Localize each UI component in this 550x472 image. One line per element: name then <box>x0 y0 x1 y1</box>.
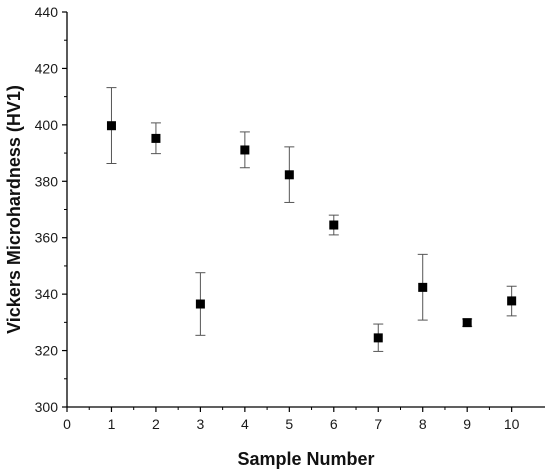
x-tick-label: 9 <box>463 416 471 432</box>
y-tick-label: 300 <box>35 399 59 415</box>
data-point <box>284 170 294 180</box>
x-axis-title: Sample Number <box>237 449 374 469</box>
x-tick-label: 4 <box>241 416 249 432</box>
data-marks <box>106 87 517 352</box>
x-tick-label: 6 <box>330 416 338 432</box>
x-tick-label: 2 <box>152 416 160 432</box>
data-point <box>329 220 339 230</box>
data-point <box>106 121 116 131</box>
x-tick-label: 3 <box>196 416 204 432</box>
x-tick-label: 0 <box>63 416 71 432</box>
data-point <box>240 145 250 155</box>
data-point-group <box>239 131 250 169</box>
x-tick-label: 10 <box>504 416 520 432</box>
data-point-group <box>195 272 206 336</box>
data-point-group <box>506 285 517 317</box>
y-tick-label: 340 <box>35 286 59 302</box>
y-tick-label: 420 <box>35 60 59 76</box>
data-point <box>373 333 383 343</box>
y-tick-label: 320 <box>35 343 59 359</box>
y-tick-label: 380 <box>35 173 59 189</box>
y-axis-title: Vickers Microhardness (HV1) <box>4 85 24 334</box>
x-tick-label: 1 <box>108 416 116 432</box>
data-point-group <box>106 87 117 165</box>
data-point <box>195 299 205 309</box>
data-point-group <box>150 122 161 155</box>
y-ticks: 300 320 340 360 380 400 420 440 <box>35 4 67 415</box>
data-point-group <box>373 323 384 352</box>
data-point-group <box>462 318 473 328</box>
data-point-group <box>328 214 339 236</box>
x-tick-label: 8 <box>419 416 427 432</box>
axes <box>66 12 545 408</box>
x-ticks: 0 1 2 3 4 5 6 7 8 9 10 <box>63 407 520 432</box>
data-point <box>507 296 517 306</box>
data-point-group <box>417 253 428 321</box>
y-tick-label: 360 <box>35 230 59 246</box>
y-tick-label: 400 <box>35 117 59 133</box>
x-tick-label: 7 <box>374 416 382 432</box>
data-point-group <box>284 146 295 203</box>
data-point <box>462 318 472 328</box>
y-tick-label: 440 <box>35 4 59 20</box>
data-point <box>418 282 428 292</box>
data-point <box>151 133 161 143</box>
x-tick-label: 5 <box>285 416 293 432</box>
